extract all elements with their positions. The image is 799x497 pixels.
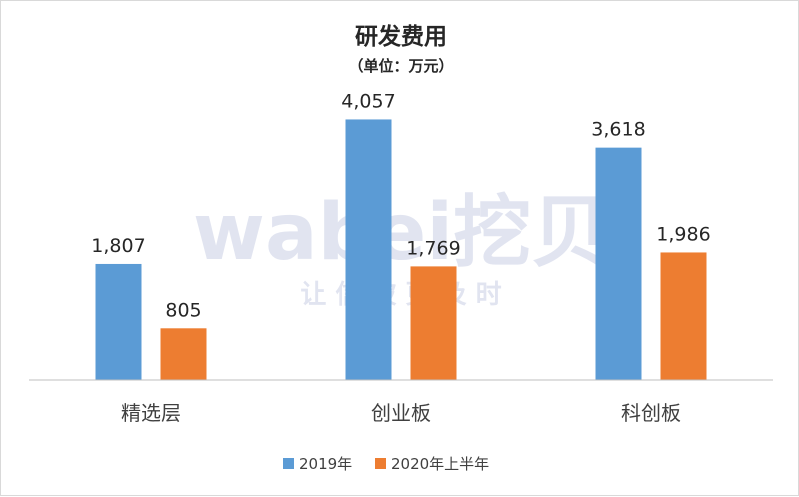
legend: 2019年 2020年上半年 xyxy=(283,455,489,473)
data-label: 1,986 xyxy=(656,223,710,245)
data-label: 1,769 xyxy=(406,237,460,259)
bar-series2-1 xyxy=(160,328,207,380)
bar-series1-3 xyxy=(595,147,642,380)
bar-series1-2 xyxy=(345,119,392,381)
legend-swatch xyxy=(375,458,386,469)
data-label: 1,807 xyxy=(91,235,145,257)
legend-label: 2019年 xyxy=(299,455,352,473)
chart-title: 研发费用 xyxy=(355,23,447,50)
category-labels: 精选层 创业板 科创板 xyxy=(121,401,681,425)
chart-subtitle: （单位：万元） xyxy=(348,57,453,75)
legend-swatch xyxy=(283,458,294,469)
bar-series2-2 xyxy=(410,266,457,380)
category-label: 科创板 xyxy=(621,401,681,425)
data-label: 805 xyxy=(165,299,201,321)
legend-label: 2020年上半年 xyxy=(391,455,489,473)
watermark-brand: wabei挖贝 xyxy=(193,188,609,278)
data-label: 4,057 xyxy=(341,90,395,112)
bar-series2-3 xyxy=(660,252,707,380)
watermark-logo: wabei挖贝 让 信 披 更 及 时 xyxy=(193,188,609,310)
category-label: 创业板 xyxy=(371,401,431,425)
bar-series1-1 xyxy=(95,263,142,380)
bars-group: 1,807 805 4,057 1,769 3,618 1,986 xyxy=(91,90,711,381)
watermark-tagline: 让 信 披 更 及 时 xyxy=(300,280,501,310)
data-label: 3,618 xyxy=(591,119,645,141)
category-label: 精选层 xyxy=(121,401,181,425)
